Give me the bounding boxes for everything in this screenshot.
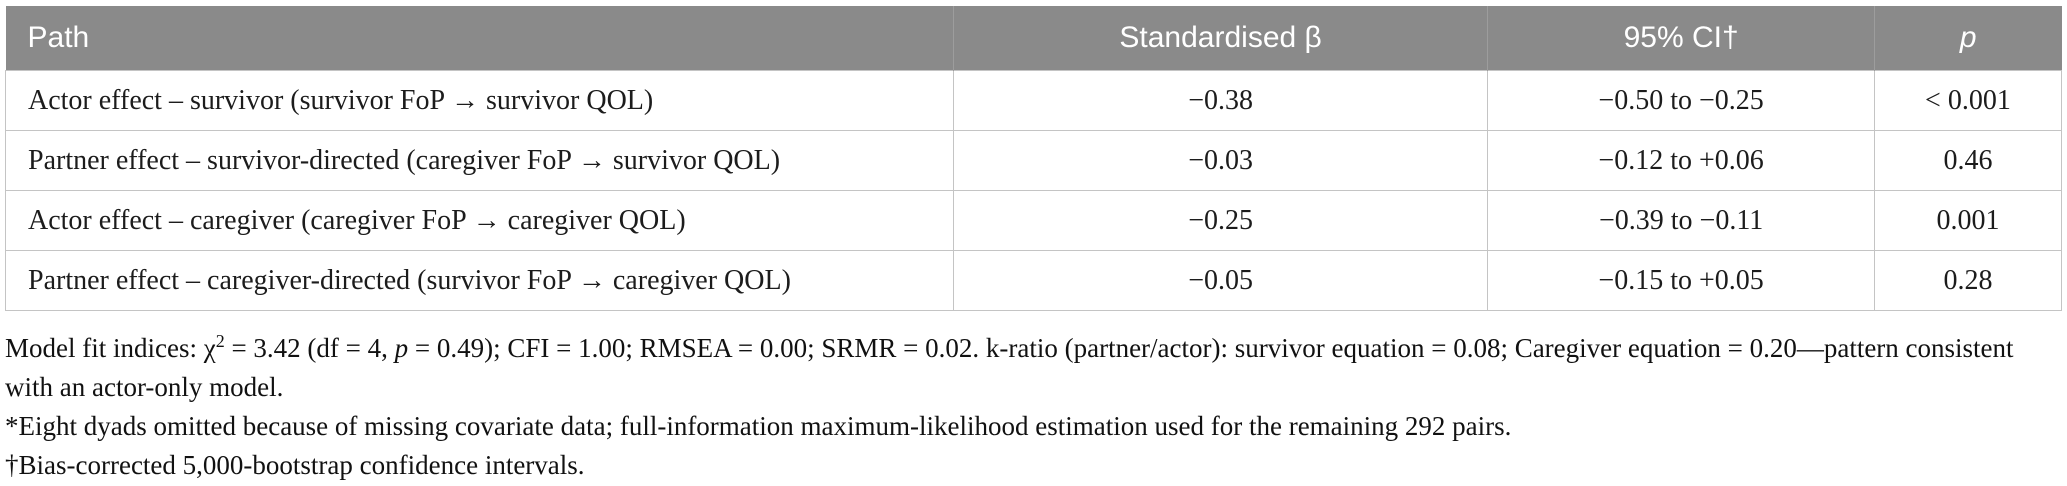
cell-beta: −0.03	[952, 130, 1489, 191]
table-footnotes: Model fit indices: χ2 = 3.42 (df = 4, p …	[5, 329, 2062, 485]
header-cell-path: Path	[5, 6, 954, 71]
dagger-footnote: †Bias-corrected 5,000-bootstrap confiden…	[5, 450, 585, 480]
table-row: Partner effect – survivor-directed (care…	[5, 130, 2063, 191]
model-fit-note-text: = 3.42 (df = 4,	[224, 333, 395, 363]
table-row: Partner effect – caregiver-directed (sur…	[5, 250, 2063, 311]
cell-path: Partner effect – survivor-directed (care…	[5, 130, 954, 191]
cell-beta: −0.25	[952, 190, 1489, 251]
model-fit-note: Model fit indices: χ2 = 3.42 (df = 4, p …	[5, 329, 2058, 407]
chi-square-superscript: 2	[215, 331, 225, 351]
table-header-row: Path Standardised β 95% CI† p	[5, 6, 2062, 71]
cell-path: Actor effect – survivor (survivor FoP → …	[5, 70, 954, 131]
table-row: Actor effect – survivor (survivor FoP → …	[5, 70, 2063, 131]
model-fit-note-text: Model fit indices: χ	[5, 333, 216, 363]
cell-path: Actor effect – caregiver (caregiver FoP …	[5, 190, 954, 251]
cell-p: 0.001	[1873, 190, 2063, 251]
results-table: Path Standardised β 95% CI† p Actor effe…	[5, 6, 2063, 311]
header-cell-p: p	[1873, 6, 2062, 71]
model-fit-note-text: = 0.49); CFI = 1.00; RMSEA = 0.00; SRMR …	[5, 333, 2014, 402]
header-label-standardised-beta: Standardised β	[1119, 21, 1322, 54]
cell-ci: −0.39 to −0.11	[1487, 190, 1875, 251]
cell-ci: −0.15 to +0.05	[1487, 250, 1875, 311]
cell-path: Partner effect – caregiver-directed (sur…	[5, 250, 954, 311]
header-label-path: Path	[27, 21, 90, 54]
header-label-ci: 95% CI†	[1623, 21, 1739, 54]
cell-p: < 0.001	[1873, 70, 2063, 131]
cell-p: 0.28	[1873, 250, 2063, 311]
cell-ci: −0.12 to +0.06	[1487, 130, 1875, 191]
cell-beta: −0.38	[952, 70, 1489, 131]
cell-beta: −0.05	[952, 250, 1489, 311]
cell-ci: −0.50 to −0.25	[1487, 70, 1875, 131]
asterisk-footnote: *Eight dyads omitted because of missing …	[5, 411, 1512, 441]
table-row: Actor effect – caregiver (caregiver FoP …	[5, 190, 2063, 251]
p-symbol: p	[394, 333, 409, 363]
header-cell-ci: 95% CI†	[1487, 6, 1875, 71]
header-label-p: p	[1959, 21, 1977, 54]
header-cell-standardised-beta: Standardised β	[952, 6, 1488, 71]
cell-p: 0.46	[1873, 130, 2063, 191]
